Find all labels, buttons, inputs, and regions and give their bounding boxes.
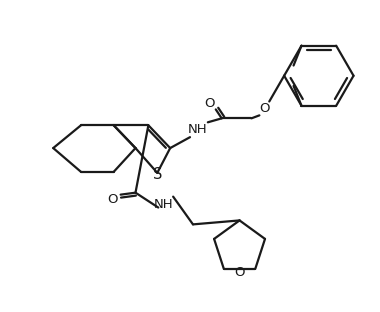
Text: O: O: [108, 193, 118, 206]
Text: S: S: [153, 167, 162, 182]
Text: O: O: [234, 266, 245, 279]
Text: O: O: [204, 97, 215, 110]
Text: NH: NH: [188, 123, 208, 136]
Text: NH: NH: [154, 198, 173, 211]
Text: O: O: [259, 102, 269, 115]
